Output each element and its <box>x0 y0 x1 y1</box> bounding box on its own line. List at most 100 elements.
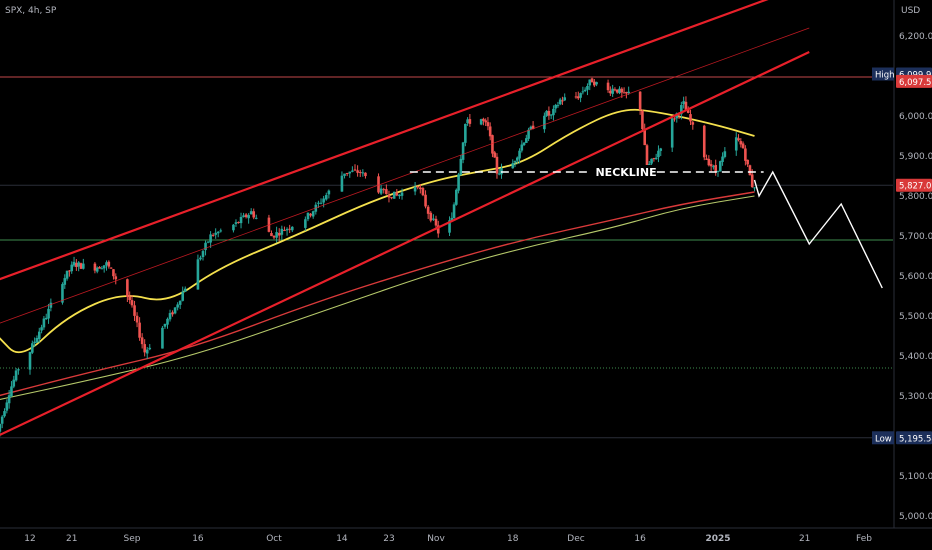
candle-body <box>659 148 663 151</box>
candle-body <box>148 347 152 350</box>
candle-body <box>416 186 420 188</box>
candle-body <box>112 269 115 277</box>
x-tick-label: 16 <box>634 534 646 544</box>
current-price-value-bg <box>896 178 932 192</box>
candle-body <box>237 221 240 223</box>
candle-body <box>680 105 683 115</box>
candle-body <box>421 188 425 196</box>
candle-body <box>79 263 83 269</box>
candle-body <box>398 194 401 197</box>
candle-body <box>705 158 708 160</box>
candle-body <box>486 122 490 127</box>
ma50-line <box>0 108 755 354</box>
y-tick-label: 5,400.00 <box>899 352 932 362</box>
candle-body <box>466 119 469 124</box>
upper-channel <box>0 0 769 281</box>
candle-body <box>290 226 294 231</box>
candle-body <box>10 386 13 397</box>
x-tick-label: 23 <box>383 534 394 544</box>
candle-body <box>173 307 177 314</box>
candle-body <box>753 187 756 189</box>
channel-lines <box>0 0 810 437</box>
candle-body <box>340 175 344 192</box>
candle-body <box>455 189 458 205</box>
x-tick-label: 2025 <box>705 534 730 544</box>
candle-body <box>689 114 692 122</box>
candle-body <box>317 202 320 204</box>
candle-body <box>650 158 653 164</box>
candle-body <box>201 251 205 258</box>
candle-body <box>232 224 235 231</box>
candle-body <box>219 230 223 232</box>
candle-body <box>709 164 713 167</box>
candle-body <box>638 91 642 110</box>
candle-body <box>482 118 485 121</box>
candle-body <box>643 129 647 146</box>
candle-body <box>171 312 174 315</box>
candle-body <box>100 268 104 270</box>
neckline-group: NECKLINE <box>409 165 764 179</box>
candle-body <box>686 110 690 113</box>
candle-body <box>196 259 200 290</box>
candle-body <box>641 110 644 130</box>
moving-averages <box>0 108 755 401</box>
candle-body <box>609 90 612 94</box>
candle-body <box>163 323 167 327</box>
candle-body <box>3 411 6 417</box>
price-axis-bg <box>894 0 932 550</box>
candle-body <box>319 202 323 204</box>
candle-body <box>138 322 141 338</box>
candle-body <box>75 263 78 267</box>
candle-body <box>484 120 487 123</box>
candle-body <box>82 263 85 269</box>
candle-body <box>702 125 706 158</box>
candle-body <box>400 192 404 196</box>
y-tick-label: 5,300.00 <box>899 392 932 402</box>
candle-body <box>311 211 315 217</box>
candle-body <box>14 370 18 381</box>
x-tick-label: 21 <box>66 534 77 544</box>
candle-body <box>7 395 11 404</box>
candle-body <box>552 108 555 116</box>
candle-body <box>497 173 501 175</box>
candle-body <box>234 222 238 224</box>
candle-body <box>392 191 396 199</box>
x-tick-label: 18 <box>507 534 519 544</box>
candle-body <box>70 264 74 272</box>
candle-body <box>448 220 451 233</box>
y-tick-label: 5,700.00 <box>899 232 932 242</box>
candle-body <box>216 231 220 234</box>
candle-body <box>426 206 430 214</box>
candle-body <box>556 105 560 107</box>
candle-body <box>280 228 284 235</box>
candle-body <box>620 88 624 93</box>
candle-body <box>239 216 243 224</box>
candle-body <box>611 88 614 94</box>
candle-body <box>209 234 212 243</box>
candle-body <box>322 198 325 203</box>
x-tick-label: Sep <box>124 534 141 544</box>
candle-body <box>429 212 433 221</box>
projection-line <box>753 170 883 289</box>
candle-body <box>739 141 743 145</box>
time-axis-bg <box>0 528 932 550</box>
candle-body <box>718 161 722 172</box>
y-tick-label: 5,100.00 <box>899 472 932 482</box>
candle-body <box>468 119 472 124</box>
candle-body <box>0 416 4 424</box>
y-tick-label: 5,500.00 <box>899 312 932 322</box>
candle-body <box>479 119 483 125</box>
candle-body <box>419 187 422 190</box>
candle-body <box>49 302 53 308</box>
candle-body <box>114 276 118 280</box>
candle-body <box>576 96 580 99</box>
candle-body <box>249 211 253 215</box>
candle-body <box>133 305 136 316</box>
candle-body <box>495 156 499 174</box>
candle-body <box>377 176 380 193</box>
candle-body <box>272 235 276 238</box>
candle-body <box>547 110 551 116</box>
candle-body <box>586 85 589 90</box>
